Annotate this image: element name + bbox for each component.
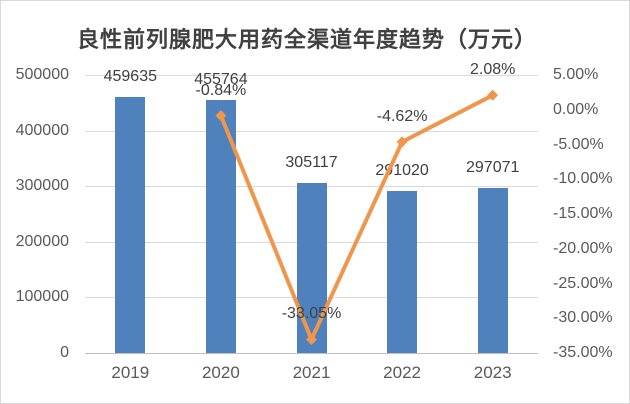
gridline bbox=[85, 75, 538, 76]
y-axis-tick-left: 200000 bbox=[15, 232, 69, 250]
y-axis-tick-left: 300000 bbox=[15, 177, 69, 195]
line-value-label-2021: -33.05% bbox=[281, 305, 342, 323]
y-axis-tick-left: 500000 bbox=[15, 66, 69, 83]
y-axis-tick-right: -25.00% bbox=[553, 274, 613, 292]
y-axis-tick-left: 0 bbox=[60, 344, 69, 361]
bar-2021 bbox=[296, 183, 327, 353]
trend-line bbox=[215, 89, 499, 345]
gridline bbox=[85, 353, 538, 354]
chart-title: 良性前列腺肥大用药全渠道年度趋势（万元） bbox=[76, 27, 537, 52]
y-axis-tick-right: -20.00% bbox=[553, 239, 613, 257]
bar-2019 bbox=[115, 97, 146, 353]
plot-area: 500000 400000 300000 200000 100000 0 5.00% 0.00… bbox=[16, 61, 613, 382]
gridline bbox=[85, 130, 538, 132]
y-axis-tick-right: -35.00% bbox=[553, 344, 613, 361]
bar-value-label-2019: 459635 bbox=[103, 68, 157, 86]
y-axis-tick-right: 0.00% bbox=[553, 100, 599, 118]
y-axis-tick-left: 100000 bbox=[15, 288, 69, 306]
bar-2022 bbox=[387, 191, 418, 353]
y-axis-tick-right: -5.00% bbox=[553, 135, 604, 153]
y-axis-tick-right: 5.00% bbox=[553, 66, 599, 83]
line-marker bbox=[215, 110, 227, 122]
line-value-label-2020: -0.84% bbox=[195, 81, 247, 99]
line-marker bbox=[487, 89, 499, 101]
x-axis-tick-2021: 2021 bbox=[292, 363, 331, 382]
line-value-label-2023: 2.08% bbox=[470, 61, 516, 79]
x-axis-tick-2022: 2022 bbox=[383, 363, 422, 382]
x-axis-tick-2019: 2019 bbox=[111, 363, 150, 382]
bar-value-label-2021: 305117 bbox=[285, 154, 338, 172]
y-axis-tick-left: 400000 bbox=[15, 121, 69, 139]
bar-value-label-2023: 297071 bbox=[465, 158, 520, 176]
line-value-label-2022: -4.62% bbox=[376, 107, 428, 125]
bar-value-label-2020: 455764 bbox=[194, 70, 248, 88]
trend-line-path bbox=[218, 93, 495, 342]
x-axis-tick-2020: 2020 bbox=[201, 363, 240, 382]
y-axis-tick-right: -10.00% bbox=[553, 170, 613, 188]
y-axis-tick-right: -30.00% bbox=[553, 309, 613, 327]
y-axis-tick-right: -15.00% bbox=[553, 205, 613, 222]
bar-2023 bbox=[477, 187, 508, 353]
line-marker bbox=[306, 333, 317, 345]
x-axis-tick-2023: 2023 bbox=[473, 363, 512, 382]
line-marker bbox=[396, 136, 408, 148]
